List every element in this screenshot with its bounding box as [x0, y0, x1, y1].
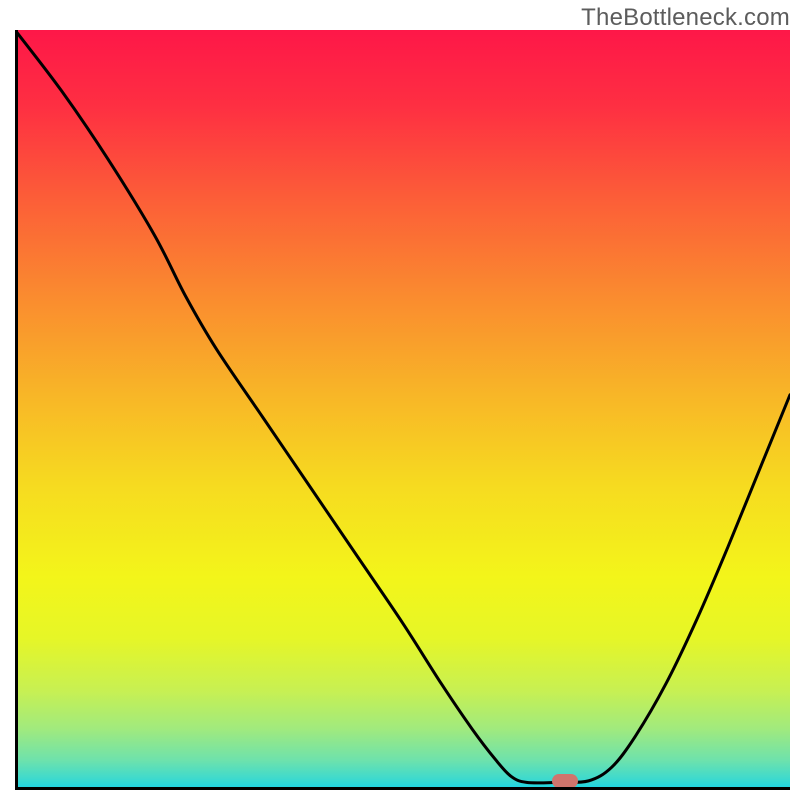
bottleneck-curve — [15, 30, 790, 783]
plot-area — [15, 30, 790, 790]
chart-container: TheBottleneck.com — [0, 0, 800, 800]
bottleneck-minimum-marker — [552, 774, 578, 788]
curve-svg — [15, 30, 790, 790]
watermark-text: TheBottleneck.com — [581, 4, 790, 32]
